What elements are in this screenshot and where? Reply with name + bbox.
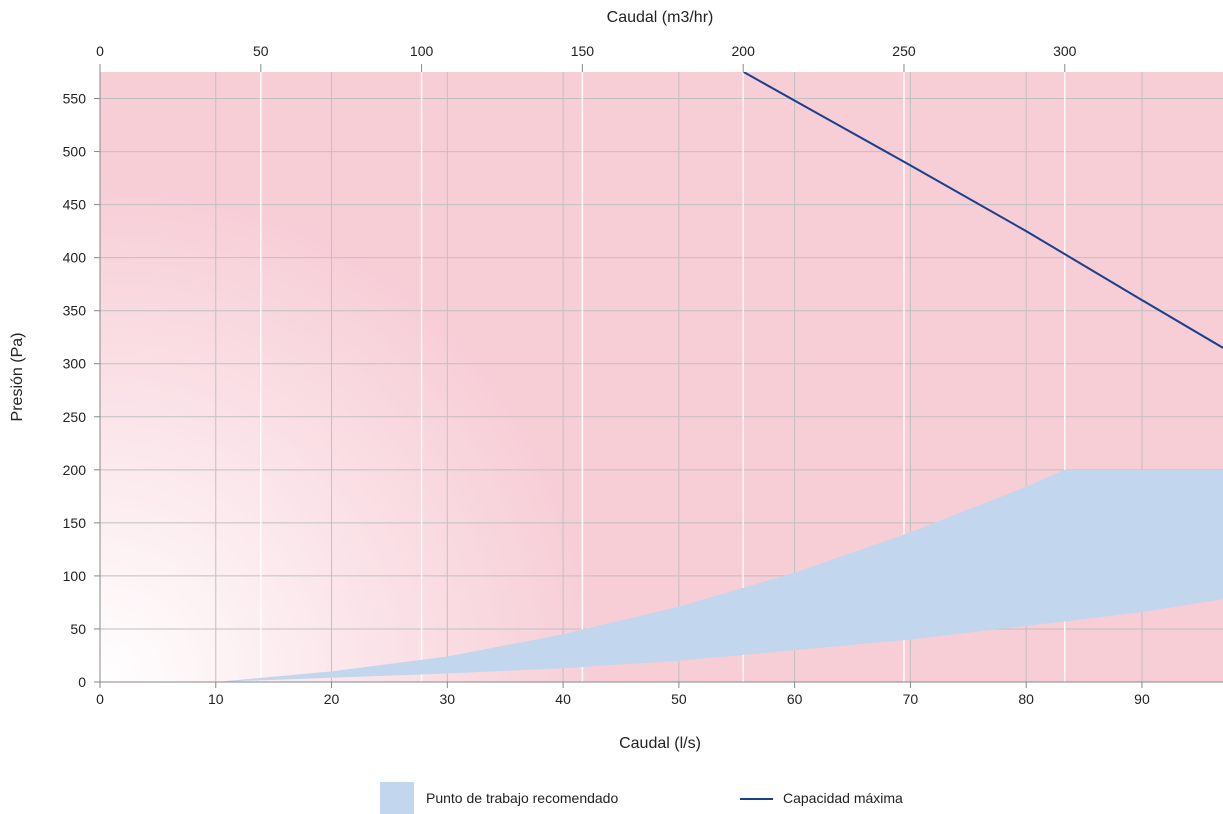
recommended-band-layer	[215, 469, 1223, 682]
y-tick-label: 50	[70, 621, 86, 637]
x-tick-label: 0	[96, 691, 104, 707]
x-tick-label: 60	[787, 691, 803, 707]
top-axis-title: Caudal (m3/hr)	[607, 9, 714, 26]
x-tick-label: 20	[324, 691, 340, 707]
x2-tick-label: 250	[892, 43, 916, 59]
y-tick-label: 500	[63, 144, 87, 160]
y-tick-label: 450	[63, 197, 87, 213]
y-tick-label: 150	[63, 515, 87, 531]
x-tick-label: 10	[208, 691, 224, 707]
y-tick-label: 200	[63, 462, 87, 478]
legend: Punto de trabajo recomendado Capacidad m…	[380, 782, 903, 814]
x2-tick-label: 50	[253, 43, 269, 59]
x2-tick-label: 0	[96, 43, 104, 59]
legend-label-recommended: Punto de trabajo recomendado	[426, 790, 618, 806]
y-tick-label: 550	[63, 91, 87, 107]
recommended-operating-band	[215, 469, 1223, 682]
y-tick-label: 400	[63, 250, 87, 266]
y-tick-label: 350	[63, 303, 87, 319]
legend-swatch-recommended	[380, 782, 414, 814]
x2-tick-label: 100	[410, 43, 434, 59]
y-tick-label: 0	[78, 674, 86, 690]
y-axis-title: Presión (Pa)	[9, 333, 26, 422]
legend-label-max-capacity: Capacidad máxima	[783, 790, 903, 806]
x-tick-label: 90	[1134, 691, 1150, 707]
x-tick-label: 40	[555, 691, 571, 707]
x-tick-label: 50	[671, 691, 687, 707]
x2-tick-label: 300	[1053, 43, 1077, 59]
y-tick-label: 300	[63, 356, 87, 372]
x-axis-title: Caudal (l/s)	[619, 735, 701, 752]
y-tick-label: 100	[63, 568, 87, 584]
x2-tick-label: 200	[732, 43, 756, 59]
x-tick-label: 30	[440, 691, 456, 707]
max-capacity-line	[743, 72, 1223, 349]
x-tick-label: 70	[903, 691, 919, 707]
x2-tick-label: 150	[571, 43, 595, 59]
x-tick-label: 80	[1018, 691, 1034, 707]
y-tick-label: 250	[63, 409, 87, 425]
max-capacity-line-layer	[743, 72, 1223, 349]
